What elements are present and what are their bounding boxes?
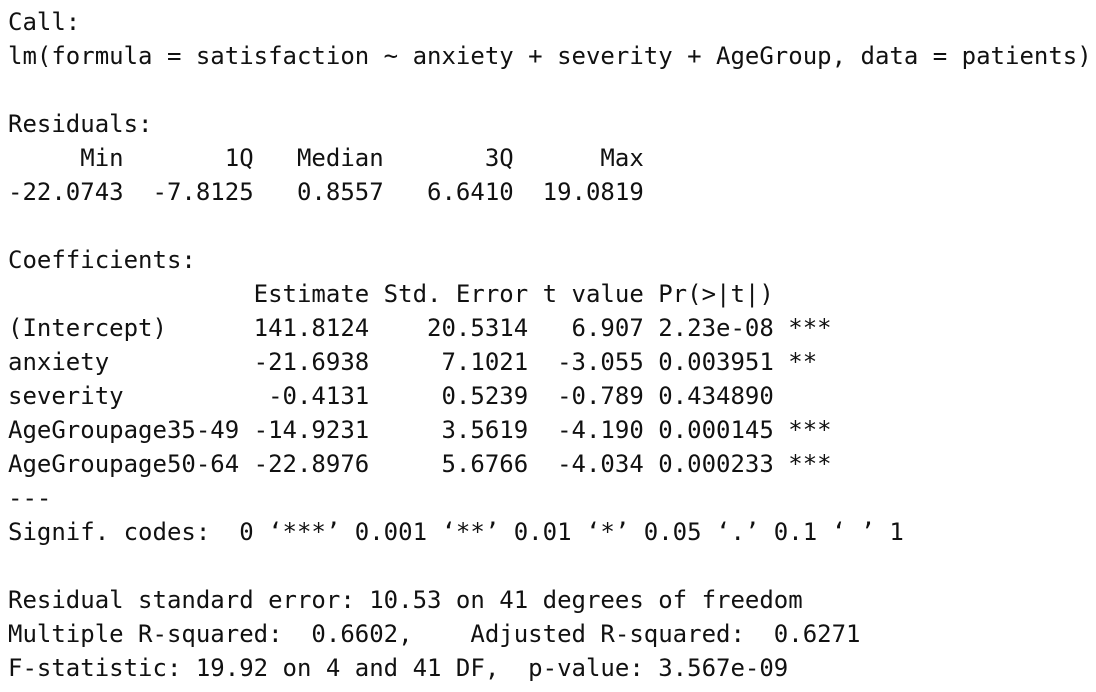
blank-line xyxy=(8,73,1096,107)
residuals-label: Residuals: xyxy=(8,110,153,138)
coefficient-row-intercept: (Intercept) 141.8124 20.5314 6.907 2.23e… xyxy=(8,314,832,342)
residuals-header: Min 1Q Median 3Q Max xyxy=(8,144,659,172)
call-label: Call: xyxy=(8,8,81,36)
residual-standard-error: Residual standard error: 10.53 on 41 deg… xyxy=(8,586,803,614)
coefficient-row-age50-64: AgeGroupage50-64 -22.8976 5.6766 -4.034 … xyxy=(8,450,832,478)
r-squared: Multiple R-squared: 0.6602, Adjusted R-s… xyxy=(8,620,875,648)
f-statistic: F-statistic: 19.92 on 4 and 41 DF, p-val… xyxy=(8,654,789,682)
coefficient-row-age35-49: AgeGroupage35-49 -14.9231 3.5619 -4.190 … xyxy=(8,416,832,444)
separator: --- xyxy=(8,484,52,512)
signif-codes: Signif. codes: 0 ‘***’ 0.001 ‘**’ 0.01 ‘… xyxy=(8,518,904,546)
coefficients-header: Estimate Std. Error t value Pr(>|t|) xyxy=(8,280,832,308)
coefficient-row-severity: severity -0.4131 0.5239 -0.789 0.434890 xyxy=(8,382,832,410)
coefficients-label: Coefficients: xyxy=(8,246,196,274)
call-formula: lm(formula = satisfaction ~ anxiety + se… xyxy=(8,42,1092,70)
blank-line xyxy=(8,549,1096,583)
blank-line xyxy=(8,209,1096,243)
residuals-values: -22.0743 -7.8125 0.8557 6.6410 19.0819 xyxy=(8,178,659,206)
coefficient-row-anxiety: anxiety -21.6938 7.1021 -3.055 0.003951 … xyxy=(8,348,832,376)
